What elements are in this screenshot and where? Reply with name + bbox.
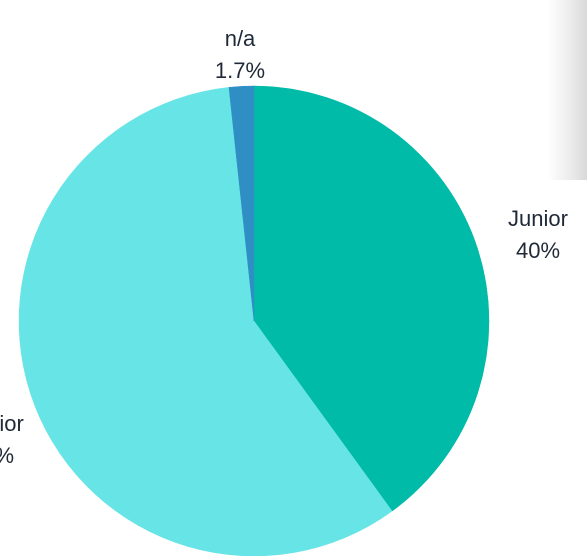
slice-value-senior: 58%	[0, 443, 14, 468]
pie-slice-n-a	[228, 85, 255, 322]
slice-value-n-a: 1.7%	[215, 58, 265, 83]
slice-label-n-a: n/a	[225, 26, 256, 51]
pie-slice-junior	[253, 85, 490, 512]
slice-label-senior: Senior	[0, 411, 24, 436]
slice-label-junior: Junior	[508, 206, 568, 231]
pie-slice-senior	[18, 87, 393, 556]
slice-value-junior: 40%	[516, 238, 560, 263]
labels-layer: Junior 40% Senior 58% n/a 1.7%	[0, 26, 568, 468]
slices-layer	[18, 85, 490, 556]
